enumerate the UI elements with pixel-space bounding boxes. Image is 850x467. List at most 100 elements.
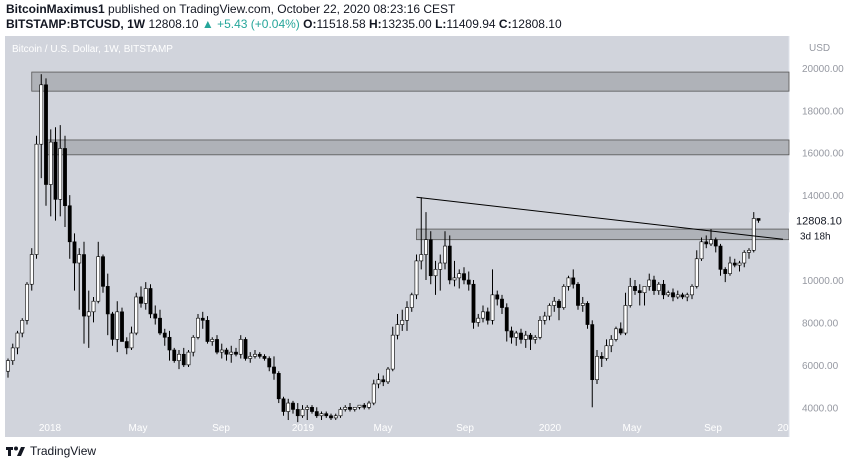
candle	[666, 290, 671, 297]
candle-body	[129, 332, 134, 349]
candle	[348, 403, 352, 412]
candle	[67, 195, 72, 259]
x-tick-label: 2019	[292, 423, 315, 434]
candlestick-chart[interactable]: Bitcoin / U.S. Dollar, 1W, BITSTAMP USD …	[5, 36, 845, 437]
y-tick-label: 10000.00	[802, 276, 844, 287]
candle-body	[481, 311, 485, 319]
candle	[276, 371, 281, 404]
candle	[91, 296, 96, 323]
countdown-label: 3d 18h	[800, 231, 831, 242]
candle	[262, 354, 267, 361]
candle	[514, 330, 519, 346]
candle	[756, 218, 761, 223]
candle-body	[675, 294, 680, 298]
candle-body	[566, 277, 571, 287]
published-text: published on TradingView.com, October 22…	[108, 2, 456, 16]
candle-body	[219, 349, 224, 353]
candle	[685, 292, 690, 302]
candle-body	[25, 283, 29, 321]
candle	[457, 269, 462, 289]
candle-body	[471, 283, 476, 323]
candle	[576, 282, 580, 310]
candle-body	[557, 300, 561, 308]
candle-body	[466, 279, 471, 285]
candle-body	[15, 332, 20, 349]
candle	[110, 311, 115, 346]
candle-body	[538, 320, 542, 338]
candle-body	[599, 356, 604, 359]
candle-body	[699, 241, 704, 260]
tradingview-logo[interactable]: TradingView	[6, 444, 96, 458]
candle-body	[58, 148, 63, 200]
candle	[215, 335, 219, 355]
candle-body	[276, 373, 281, 400]
candle	[742, 250, 747, 268]
candle	[181, 347, 186, 367]
publish-line: BitcoinMaximus1 published on TradingView…	[6, 2, 455, 16]
candle	[267, 356, 272, 372]
candle-body	[447, 245, 452, 281]
candle	[751, 212, 756, 253]
candle-body	[348, 406, 352, 410]
candle-body	[229, 351, 234, 355]
candle-body	[718, 245, 723, 270]
candle	[690, 284, 694, 300]
candle	[633, 279, 637, 295]
symbol-label: BITSTAMP:BTCUSD, 1W	[6, 17, 146, 31]
candle	[143, 282, 148, 310]
candle	[162, 328, 167, 346]
candle-body	[72, 241, 77, 264]
candle-body	[248, 356, 253, 359]
candle-body	[542, 315, 547, 321]
candle-body	[756, 218, 761, 221]
candle	[509, 326, 514, 344]
candle	[352, 406, 357, 412]
candle-body	[338, 409, 343, 417]
candle-body	[571, 277, 576, 285]
candle-body	[34, 143, 39, 255]
candle-body	[523, 334, 528, 340]
candle-body	[181, 353, 186, 366]
candle-body	[500, 298, 504, 308]
candle-body	[215, 339, 219, 353]
candle	[732, 258, 737, 268]
candle	[248, 352, 253, 363]
candle	[462, 267, 466, 285]
candle	[191, 335, 196, 357]
candle-body	[690, 286, 694, 296]
candle-body	[590, 324, 595, 381]
candle-body	[713, 239, 718, 247]
resistance-zone	[416, 228, 790, 241]
candle-body	[433, 269, 438, 277]
candle-body	[314, 411, 319, 417]
candle-body	[262, 356, 267, 359]
candle	[704, 235, 709, 249]
author-name[interactable]: BitcoinMaximus1	[6, 2, 105, 16]
chart-area[interactable]: Bitcoin / U.S. Dollar, 1W, BITSTAMP USD …	[5, 36, 845, 437]
candle	[428, 231, 433, 285]
candle	[333, 413, 338, 421]
candle	[628, 277, 633, 308]
low-label: L:	[435, 17, 447, 31]
candle	[405, 301, 409, 331]
candle	[257, 352, 262, 359]
candle-body	[148, 288, 153, 315]
chart-title: Bitcoin / U.S. Dollar, 1W, BITSTAMP	[12, 44, 173, 55]
candle	[552, 296, 557, 312]
candle	[343, 405, 348, 412]
candle	[400, 309, 405, 331]
candle	[614, 326, 618, 342]
x-tick-label: Sep	[456, 423, 474, 434]
candle	[310, 405, 314, 414]
candle-body	[580, 303, 585, 306]
candle-body	[191, 336, 196, 353]
candle-body	[101, 256, 105, 287]
candle	[186, 350, 191, 367]
candle-body	[576, 283, 580, 306]
candle	[10, 343, 15, 365]
candle	[53, 127, 58, 221]
candle-body	[652, 279, 656, 291]
candle	[167, 330, 172, 361]
candle-body	[200, 317, 205, 321]
y-tick-label: 6000.00	[802, 361, 839, 372]
